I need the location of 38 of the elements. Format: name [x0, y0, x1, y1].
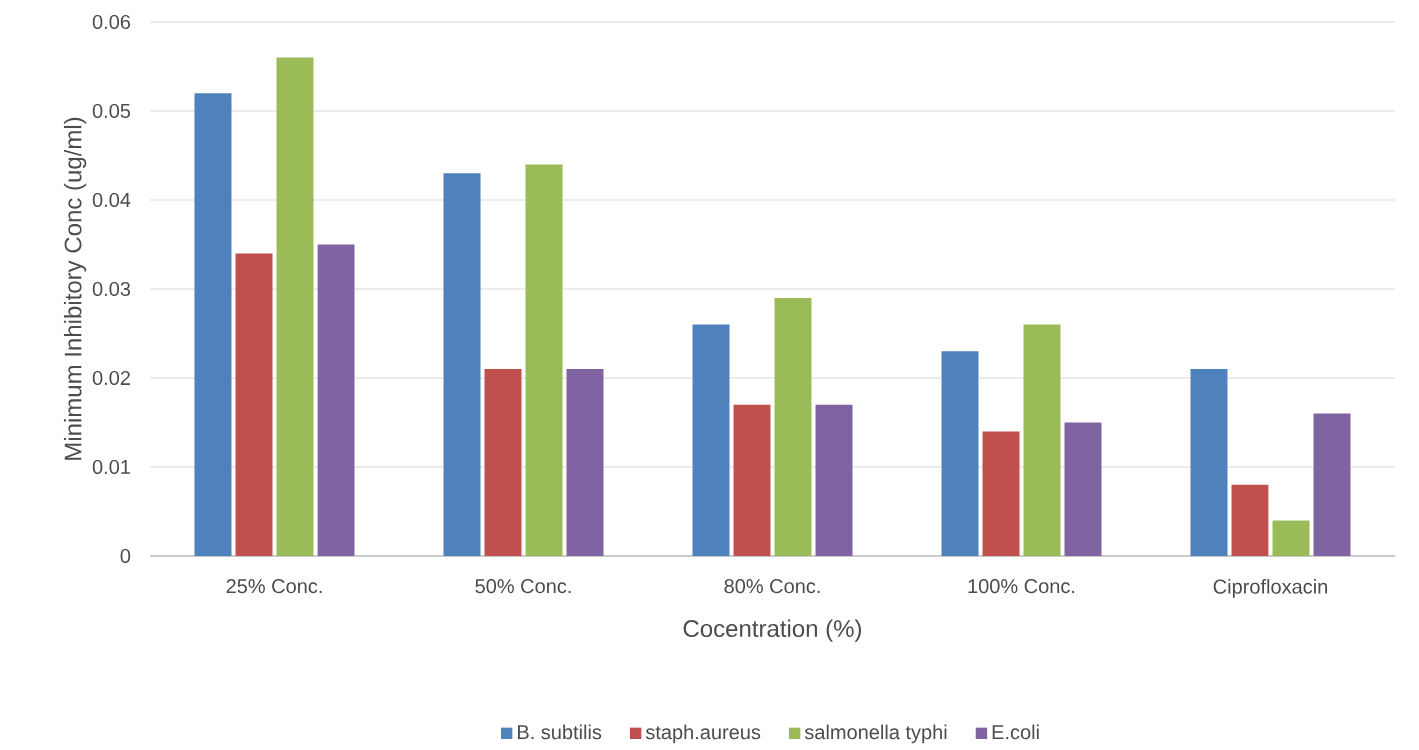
- bar: [1190, 369, 1228, 556]
- y-axis-title: Minimum Inhibitory Conc (ug/ml): [63, 117, 87, 460]
- legend-label: E.coli: [992, 724, 1039, 740]
- bar: [815, 404, 853, 556]
- bar: [317, 244, 355, 556]
- x-tick-label: 80% Conc.: [724, 579, 820, 594]
- bar: [484, 369, 522, 556]
- bar: [1272, 520, 1310, 556]
- x-tick-label: 100% Conc.: [968, 579, 1075, 594]
- bar: [1064, 422, 1102, 556]
- x-tick-label: Ciprofloxacin: [1213, 579, 1327, 598]
- bar: [982, 431, 1020, 556]
- x-tick-label: 50% Conc.: [475, 579, 571, 594]
- legend-label: salmonella typhi: [804, 724, 947, 744]
- bar: [566, 369, 604, 556]
- y-tick-label: 0.03: [92, 281, 131, 297]
- bar: [235, 253, 273, 556]
- y-tick-label: 0: [120, 548, 131, 564]
- bar: [1231, 484, 1269, 556]
- y-tick-label: 0.05: [92, 103, 131, 119]
- y-tick-label: 0.02: [92, 370, 130, 386]
- legend-label: B. subtilis: [517, 724, 602, 740]
- bar: [194, 93, 232, 556]
- y-tick-label: 0.01: [92, 459, 130, 475]
- y-tick-label: 0.06: [92, 14, 131, 30]
- bar: [941, 351, 979, 556]
- x-tick-label: 25% Conc.: [226, 579, 322, 594]
- bar: [774, 297, 812, 556]
- bar: [1023, 324, 1061, 556]
- bar: [1313, 413, 1351, 556]
- bar: [692, 324, 730, 556]
- bar: [443, 173, 481, 556]
- bar: [733, 404, 771, 556]
- x-axis-title: Cocentration (%): [683, 619, 861, 642]
- bar: [525, 164, 563, 556]
- y-tick-label: 0.04: [92, 192, 131, 208]
- bar: [276, 57, 314, 556]
- legend-label: staph.aureus: [645, 724, 761, 744]
